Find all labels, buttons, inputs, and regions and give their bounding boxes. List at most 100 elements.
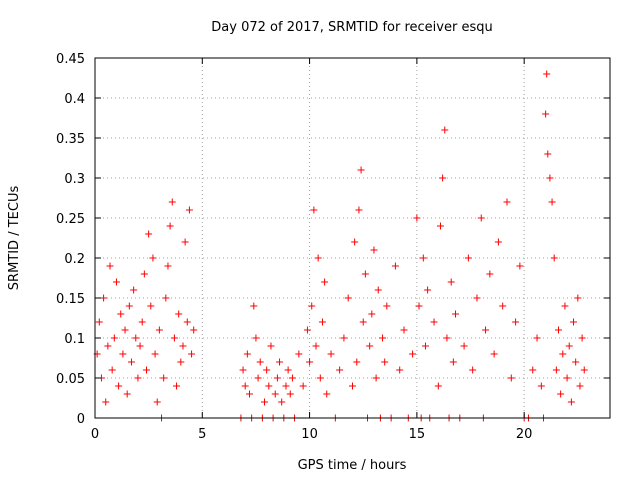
y-tick-label: 0.15 <box>56 292 85 307</box>
data-point <box>563 374 571 382</box>
data-point <box>372 374 380 382</box>
data-point <box>543 70 551 78</box>
x-tick-label: 15 <box>409 427 426 442</box>
data-point <box>507 374 515 382</box>
data-point <box>359 318 367 326</box>
data-point <box>323 390 331 398</box>
data-point <box>312 342 320 350</box>
data-point <box>361 270 369 278</box>
data-point <box>469 366 477 374</box>
data-point <box>100 294 108 302</box>
data-point <box>250 302 258 310</box>
data-point <box>265 382 273 390</box>
data-point <box>473 294 481 302</box>
data-point <box>288 374 296 382</box>
data-point <box>108 366 116 374</box>
data-point <box>557 390 565 398</box>
data-point <box>374 286 382 294</box>
data-point <box>183 318 191 326</box>
data-point <box>239 366 247 374</box>
data-point <box>166 222 174 230</box>
data-point <box>550 254 558 262</box>
data-point <box>482 326 490 334</box>
grid <box>95 58 610 418</box>
y-tick-label: 0.1 <box>64 332 85 347</box>
data-point <box>321 278 329 286</box>
data-point <box>256 358 264 366</box>
data-point <box>308 302 316 310</box>
x-tick-label: 20 <box>516 427 533 442</box>
data-point <box>295 350 303 358</box>
data-point <box>344 294 352 302</box>
plot-frame <box>94 57 611 419</box>
data-point <box>449 358 457 366</box>
data-point <box>555 326 562 334</box>
data-point <box>415 302 423 310</box>
data-point <box>443 334 451 342</box>
data-point <box>383 302 391 310</box>
y-tick-label: 0.2 <box>64 252 85 267</box>
data-point <box>246 390 253 398</box>
data-point <box>155 326 163 334</box>
data-point <box>439 174 447 182</box>
data-point <box>490 350 498 358</box>
data-point <box>559 350 567 358</box>
data-point <box>381 358 389 366</box>
data-point <box>134 374 142 382</box>
data-point <box>119 350 127 358</box>
data-point <box>533 334 541 342</box>
data-point <box>145 230 153 238</box>
data-point <box>368 310 376 318</box>
data-point <box>413 214 421 222</box>
data-point <box>477 214 485 222</box>
data-point <box>357 166 365 174</box>
data-point <box>149 254 157 262</box>
data-point <box>125 302 133 310</box>
data-point <box>318 318 326 326</box>
data-point <box>327 350 335 358</box>
data-point <box>548 198 556 206</box>
y-tick-label: 0.35 <box>56 132 85 147</box>
data-point <box>421 342 429 350</box>
data-point <box>430 318 438 326</box>
data-point <box>572 358 580 366</box>
data-point <box>340 334 348 342</box>
data-point <box>499 302 507 310</box>
data-point <box>370 246 378 254</box>
data-point <box>151 350 159 358</box>
data-point <box>282 382 290 390</box>
data-point <box>310 206 318 214</box>
data-point <box>117 310 125 318</box>
data-point <box>546 174 554 182</box>
data-points <box>93 70 588 422</box>
data-point <box>366 342 374 350</box>
data-point <box>529 366 537 374</box>
data-point <box>177 358 185 366</box>
data-point <box>580 366 588 374</box>
data-point <box>314 254 322 262</box>
data-point <box>110 334 118 342</box>
data-point <box>351 238 359 246</box>
data-point <box>121 326 129 334</box>
data-point <box>574 294 582 302</box>
data-point <box>537 382 545 390</box>
data-point <box>355 206 363 214</box>
data-point <box>115 382 123 390</box>
data-point <box>164 262 172 270</box>
x-tick-label: 10 <box>301 427 318 442</box>
y-axis-label: SRMTID / TECUs <box>7 186 22 291</box>
y-tick-label: 0 <box>77 412 85 427</box>
y-tick-label: 0.05 <box>56 372 85 387</box>
data-point <box>188 350 196 358</box>
data-point <box>576 382 584 390</box>
y-tick-label: 0.4 <box>64 92 85 107</box>
data-point <box>190 326 198 334</box>
y-tick-label: 0.45 <box>56 52 85 67</box>
data-point <box>112 278 120 286</box>
data-point <box>336 366 344 374</box>
data-point <box>276 358 284 366</box>
data-point <box>130 286 138 294</box>
data-point <box>391 262 399 270</box>
data-point <box>132 334 140 342</box>
